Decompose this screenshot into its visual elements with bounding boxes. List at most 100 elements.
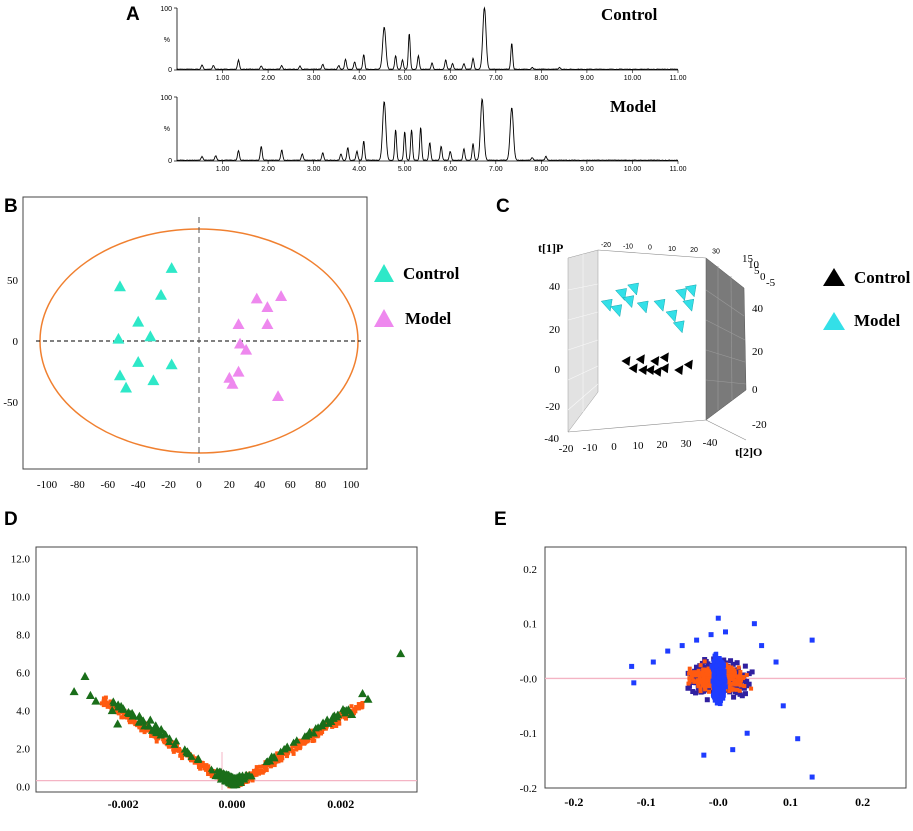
- axis-3d-depth-tick: 10: [748, 259, 760, 271]
- pca-control-point: [155, 288, 167, 300]
- pca-ytick-label: 50: [7, 275, 19, 287]
- v-plot-point-green: [215, 767, 223, 774]
- v-plot-point-orange: [119, 715, 124, 720]
- v-plot-point-green: [309, 729, 318, 737]
- s-plot-point-outlier: [629, 663, 635, 669]
- v-plot-point-green: [216, 776, 224, 783]
- s-plot-point-orange: [724, 662, 729, 667]
- s-plot-point-orange: [689, 675, 694, 680]
- s-plot-point-orange: [734, 682, 739, 687]
- chrom-control-title: Control: [601, 5, 658, 24]
- s-plot-point-blue: [719, 694, 724, 700]
- v-plot-x-ticks: -0.002 0.000 0.002: [108, 797, 355, 811]
- s-plot-point-outlier: [631, 680, 637, 686]
- pca-ytick-label: -50: [3, 397, 18, 409]
- v-plot-point-green: [226, 774, 234, 781]
- opls-model-point: [684, 284, 697, 298]
- s-plot-point-orange: [701, 678, 706, 683]
- s-plot-point-blue: [713, 652, 718, 658]
- v-plot-point-orange: [299, 741, 304, 746]
- pca-legend-control-marker: [374, 264, 394, 282]
- pca-xtick-label: -60: [100, 479, 115, 491]
- s-plot-point-orange: [727, 685, 732, 690]
- s-plot-point-orange: [706, 666, 711, 671]
- s-plot-point-orange: [726, 677, 731, 682]
- v-plot-point-green: [156, 731, 165, 739]
- s-plot-point-orange: [709, 672, 714, 677]
- v-plot-point-outlier: [80, 671, 90, 680]
- v-plot-point-green: [170, 740, 179, 748]
- s-plot-point-outlier: [723, 629, 728, 635]
- s-plot-point-blue: [720, 684, 725, 690]
- s-plot-point-blue: [721, 677, 726, 683]
- s-plot-point-orange: [693, 670, 698, 675]
- axis-3d-bottom-tick: 0: [611, 441, 617, 453]
- s-plot-point-outlier: [809, 774, 815, 780]
- v-plot-point-orange: [255, 770, 260, 775]
- v-plot-point-orange: [101, 699, 106, 704]
- s-plot-point-orange: [695, 678, 700, 683]
- v-plot-point-green: [270, 754, 279, 762]
- s-plot-point-orange: [704, 675, 709, 680]
- s-plot-point-orange: [737, 688, 742, 693]
- s-plot-point-orange: [696, 673, 701, 678]
- s-plot-point-navy: [742, 663, 748, 669]
- v-plot-point-orange: [137, 725, 142, 730]
- s-plot-point-orange: [687, 666, 692, 671]
- opls-legend-control-marker: [823, 268, 845, 286]
- v-plot-point-orange: [178, 753, 183, 758]
- v-plot-point-outlier: [113, 719, 123, 728]
- axis-3d-bottom-tick: 30: [681, 438, 693, 450]
- v-plot-point-orange: [115, 708, 120, 713]
- pca-model-point: [232, 365, 245, 377]
- s-plot-point-orange: [702, 684, 707, 689]
- v-plot-point-orange: [204, 763, 209, 768]
- s-plot-point-navy: [744, 683, 750, 689]
- v-plot-point-orange: [178, 751, 183, 756]
- axis-3d-left-tick: -20: [545, 401, 560, 413]
- v-plot-ytick-label: 2.0: [16, 743, 30, 755]
- s-plot-point-outlier: [744, 730, 750, 736]
- opls-control-point: [659, 352, 669, 363]
- axis-3d-right-tick: 0: [752, 384, 758, 396]
- v-plot-point-orange: [206, 772, 211, 777]
- s-plot-point-orange: [697, 675, 702, 680]
- chrom-model-x-ticks: 1.00 2.00 3.00 4.00 5.00 6.00 7.00 8.00 9.00 10.0…: [216, 161, 687, 173]
- v-plot-point-green: [136, 716, 145, 724]
- pca-control-point: [165, 358, 178, 370]
- opls-control-point: [659, 363, 669, 374]
- chrom-xtick-label: 8.00: [535, 75, 549, 82]
- axis-3d-right-tick: 20: [752, 346, 764, 358]
- opls-legend-model-label: Model: [854, 311, 901, 330]
- s-plot-point-blue: [714, 700, 719, 706]
- s-plot-point-outlier: [751, 621, 757, 627]
- v-plot-point-orange: [338, 711, 343, 716]
- s-plot-point-orange: [702, 668, 707, 673]
- v-plot-point-outlier: [341, 706, 351, 715]
- chrom-xtick-label: 7.00: [489, 166, 503, 173]
- v-plot-ytick-label: 10.0: [11, 591, 31, 603]
- v-plot-point-orange: [269, 763, 274, 768]
- s-plot-point-orange: [706, 676, 711, 681]
- s-plot-point-orange: [740, 676, 745, 681]
- pca-control-point: [112, 332, 125, 344]
- v-plot-ytick-label: 0.0: [16, 781, 30, 793]
- v-plot-point-orange: [161, 737, 166, 742]
- v-plot-point-orange: [279, 758, 284, 763]
- s-plot-point-blue: [714, 686, 719, 692]
- pca-control-point: [144, 330, 157, 342]
- v-plot-point-green: [165, 737, 174, 746]
- pca-xtick-label: -20: [161, 479, 176, 491]
- v-plot-point-green: [118, 704, 127, 712]
- s-plot-point-blue: [719, 690, 724, 696]
- s-plot-point-blue: [717, 701, 722, 707]
- pca-legend-model-marker: [374, 309, 394, 327]
- opls-control-point: [674, 365, 684, 375]
- v-plot-point-orange: [101, 696, 106, 701]
- s-plot-point-orange: [729, 668, 734, 673]
- s-plot-point-orange: [742, 684, 747, 689]
- v-plot-point-outlier: [363, 694, 373, 703]
- s-plot-point-blue: [716, 675, 721, 681]
- v-plot-point-orange: [154, 739, 159, 744]
- pca-xtick-label: 40: [254, 479, 266, 491]
